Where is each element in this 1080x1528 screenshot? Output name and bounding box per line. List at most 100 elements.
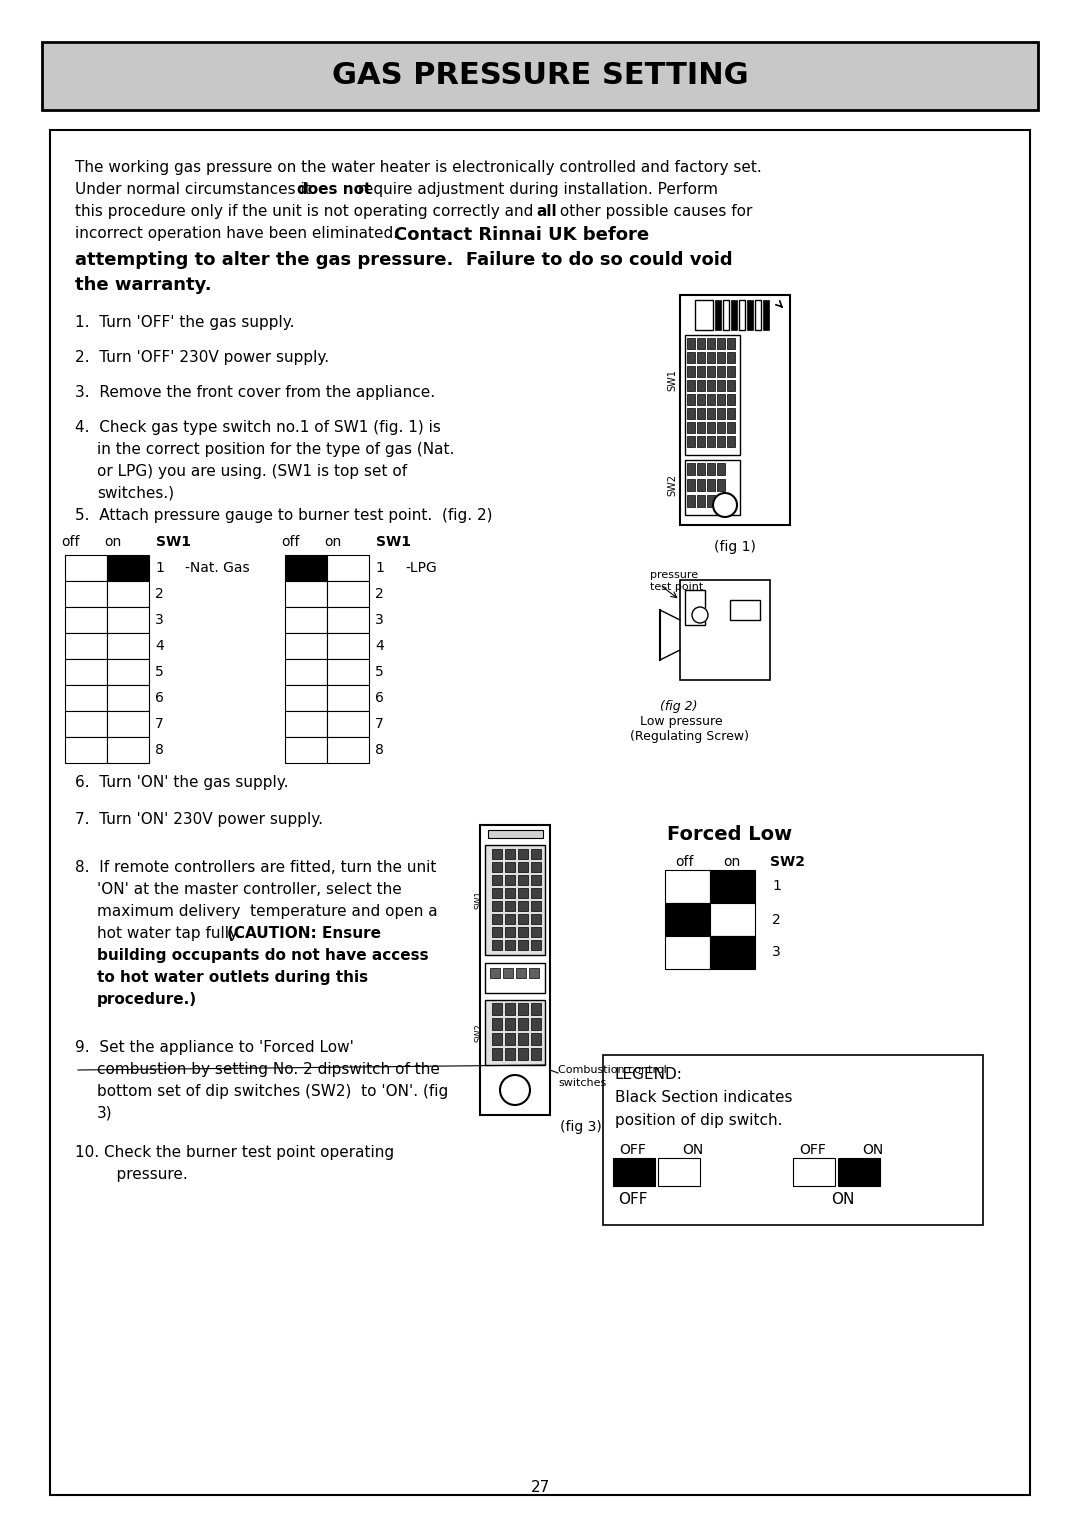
Bar <box>687 367 696 377</box>
Text: (CAUTION: Ensure: (CAUTION: Ensure <box>227 926 381 941</box>
Text: 3.  Remove the front cover from the appliance.: 3. Remove the front cover from the appli… <box>75 385 435 400</box>
Text: all: all <box>536 205 556 219</box>
Text: Under normal circumstances it: Under normal circumstances it <box>75 182 315 197</box>
Text: (Regulating Screw): (Regulating Screw) <box>630 730 750 743</box>
Circle shape <box>500 1076 530 1105</box>
Text: does not: does not <box>297 182 372 197</box>
Bar <box>107 736 149 762</box>
Bar <box>327 607 369 633</box>
Bar <box>613 1158 654 1186</box>
Bar <box>492 902 502 911</box>
Text: 'ON' at the master controller, select the: 'ON' at the master controller, select th… <box>97 882 402 897</box>
Bar <box>687 351 696 364</box>
Bar <box>531 876 541 885</box>
Text: 4: 4 <box>375 639 383 652</box>
Text: SW2: SW2 <box>667 474 677 497</box>
Circle shape <box>713 494 737 516</box>
Text: 1: 1 <box>156 561 164 575</box>
Bar <box>42 41 1038 110</box>
Bar <box>707 408 715 419</box>
Bar <box>503 969 513 978</box>
Bar <box>658 1158 700 1186</box>
Bar <box>707 463 715 475</box>
Bar <box>707 422 715 432</box>
Text: (fig 3): (fig 3) <box>561 1120 602 1134</box>
Bar <box>485 963 545 993</box>
Text: LEGEND:: LEGEND: <box>615 1067 683 1082</box>
Bar <box>327 555 369 581</box>
Bar <box>755 299 761 330</box>
Text: pressure: pressure <box>650 570 698 581</box>
Bar <box>518 1002 528 1015</box>
Bar <box>492 1018 502 1030</box>
Text: 4: 4 <box>156 639 164 652</box>
Bar <box>717 394 725 405</box>
Text: 5: 5 <box>375 665 383 678</box>
Bar <box>531 1002 541 1015</box>
Text: 3): 3) <box>97 1106 112 1122</box>
Bar <box>739 299 745 330</box>
Bar <box>685 590 705 625</box>
Bar <box>327 736 369 762</box>
Text: pressure.: pressure. <box>97 1167 188 1183</box>
Text: ON: ON <box>832 1192 854 1207</box>
Bar <box>327 711 369 736</box>
Bar <box>793 1158 835 1186</box>
Bar <box>730 601 760 620</box>
Bar <box>727 380 735 391</box>
Bar <box>697 380 705 391</box>
Text: 2: 2 <box>156 587 164 601</box>
Text: SW1: SW1 <box>474 891 483 909</box>
Text: 1.  Turn 'OFF' the gas supply.: 1. Turn 'OFF' the gas supply. <box>75 315 295 330</box>
Bar <box>717 408 725 419</box>
Bar <box>327 685 369 711</box>
Bar <box>107 685 149 711</box>
Bar <box>727 338 735 348</box>
Text: SW1: SW1 <box>376 535 411 549</box>
Bar <box>531 914 541 924</box>
Bar <box>727 435 735 448</box>
Bar <box>707 495 715 507</box>
Text: or LPG) you are using. (SW1 is top set of: or LPG) you are using. (SW1 is top set o… <box>97 465 407 478</box>
Text: 2: 2 <box>375 587 383 601</box>
Bar <box>717 478 725 490</box>
Bar <box>65 633 107 659</box>
Bar <box>687 338 696 348</box>
Bar <box>680 581 770 680</box>
Text: on: on <box>324 535 341 549</box>
Bar <box>710 937 755 969</box>
Text: 7: 7 <box>156 717 164 730</box>
Bar <box>518 876 528 885</box>
Bar <box>285 685 327 711</box>
Bar <box>531 1018 541 1030</box>
Bar <box>697 478 705 490</box>
Circle shape <box>692 607 708 623</box>
Bar <box>697 351 705 364</box>
Bar <box>687 463 696 475</box>
Bar <box>715 299 721 330</box>
Text: GAS PRESSURE SETTING: GAS PRESSURE SETTING <box>332 61 748 90</box>
Bar <box>665 937 710 969</box>
Bar <box>518 1018 528 1030</box>
Text: bottom set of dip switches (SW2)  to 'ON'. (fig: bottom set of dip switches (SW2) to 'ON'… <box>97 1083 448 1099</box>
Text: off: off <box>60 535 79 549</box>
Bar <box>697 422 705 432</box>
Bar <box>492 940 502 950</box>
Text: 4.  Check gas type switch no.1 of SW1 (fig. 1) is: 4. Check gas type switch no.1 of SW1 (fi… <box>75 420 441 435</box>
Bar <box>717 495 725 507</box>
Bar <box>518 914 528 924</box>
Bar <box>717 422 725 432</box>
Text: 2.  Turn 'OFF' 230V power supply.: 2. Turn 'OFF' 230V power supply. <box>75 350 329 365</box>
Bar <box>518 888 528 898</box>
Bar <box>505 850 515 859</box>
Text: OFF: OFF <box>618 1192 648 1207</box>
Bar <box>505 914 515 924</box>
Bar <box>717 338 725 348</box>
Text: 6: 6 <box>375 691 383 704</box>
Bar <box>505 888 515 898</box>
Bar <box>505 876 515 885</box>
Bar <box>665 869 710 903</box>
Bar <box>505 1002 515 1015</box>
Bar <box>518 862 528 872</box>
Bar <box>531 1033 541 1045</box>
